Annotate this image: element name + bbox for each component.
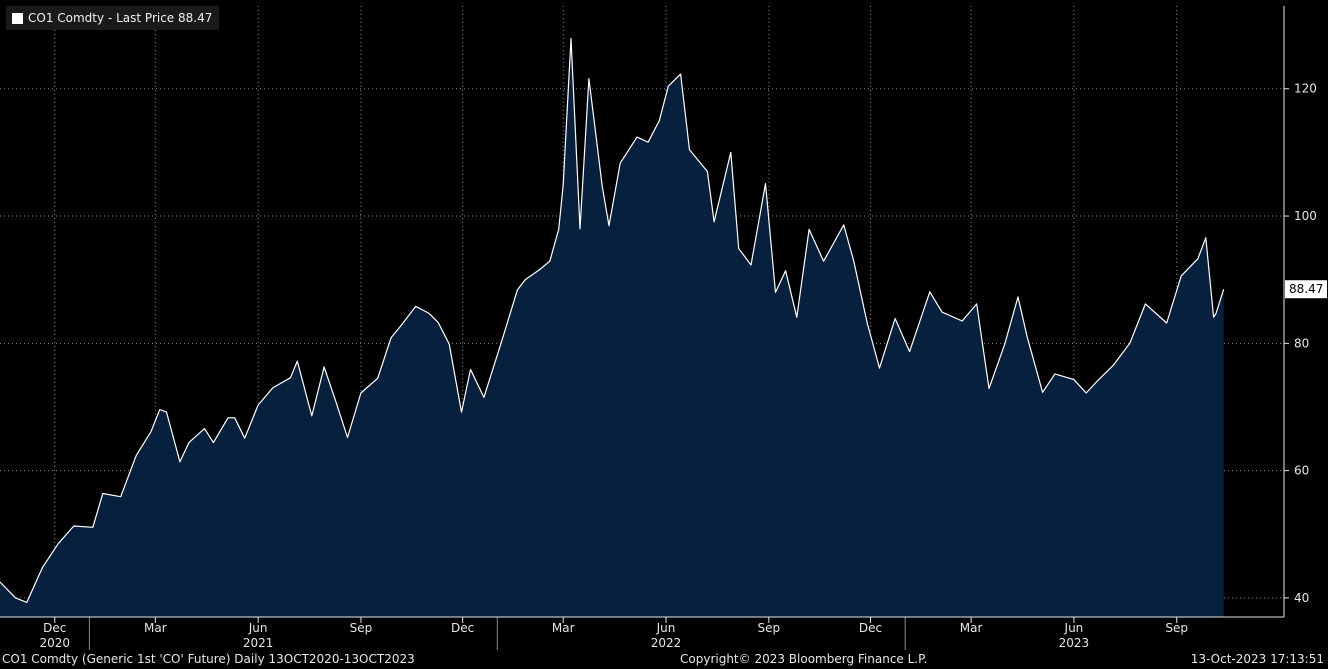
y-tick-label: 60 xyxy=(1294,464,1309,478)
footer-timestamp: 13-Oct-2023 17:13:51 xyxy=(1190,652,1324,666)
x-year-label: 2022 xyxy=(651,636,682,650)
x-year-label: 2021 xyxy=(243,636,274,650)
y-tick-label: 120 xyxy=(1294,82,1317,96)
last-price-label: 88.47 xyxy=(1285,280,1327,299)
x-month-label: Jun xyxy=(656,621,676,635)
x-year-label: 2023 xyxy=(1059,636,1090,650)
y-tick-label: 100 xyxy=(1294,209,1317,223)
x-month-label: Jun xyxy=(248,621,268,635)
footer-description: CO1 Comdty (Generic 1st 'CO' Future) Dai… xyxy=(2,652,415,666)
last-price-text: 88.47 xyxy=(1289,282,1323,296)
y-tick-label: 40 xyxy=(1294,591,1309,605)
legend-separator: - xyxy=(107,11,113,25)
x-month-label: Dec xyxy=(859,621,882,635)
footer-copyright: Copyright© 2023 Bloomberg Finance L.P. xyxy=(680,652,928,666)
x-month-label: Mar xyxy=(552,621,575,635)
x-month-label: Dec xyxy=(451,621,474,635)
axes xyxy=(0,6,1289,650)
legend-swatch xyxy=(12,12,23,24)
x-month-label: Sep xyxy=(350,621,373,635)
price-area-fill xyxy=(0,38,1224,617)
x-month-label: Jun xyxy=(1064,621,1084,635)
x-month-label: Mar xyxy=(960,621,983,635)
tick-labels: 40 60 80 100 120 Dec Mar Jun Sep Dec Mar Jun Sep Dec M… xyxy=(39,82,1327,650)
legend-field: Last Price xyxy=(116,11,175,25)
last-price-box xyxy=(1285,280,1327,299)
x-month-label: Dec xyxy=(43,621,66,635)
legend-ticker: CO1 Comdty xyxy=(28,11,105,25)
legend-value: 88.47 xyxy=(178,11,213,25)
x-year-label: 2020 xyxy=(39,636,70,650)
x-month-label: Sep xyxy=(1165,621,1188,635)
x-month-label: Sep xyxy=(758,621,781,635)
price-line xyxy=(0,37,1225,603)
legend: CO1 Comdty - Last Price 88.47 xyxy=(6,6,220,30)
x-month-label: Mar xyxy=(144,621,167,635)
y-tick-label: 80 xyxy=(1294,336,1309,350)
